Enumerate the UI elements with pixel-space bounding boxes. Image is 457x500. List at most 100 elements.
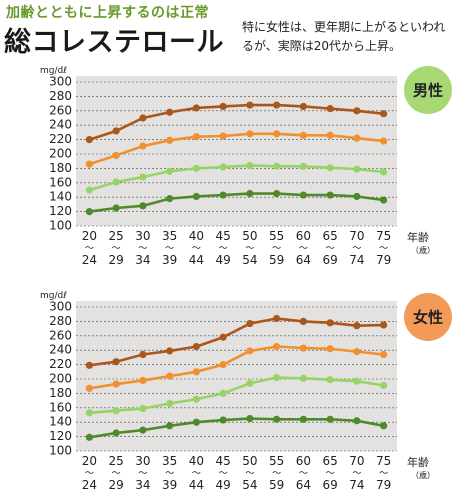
data-point — [166, 195, 174, 203]
series-line-4 — [89, 417, 384, 439]
series-line-2 — [88, 132, 384, 166]
data-point — [219, 333, 227, 341]
data-point — [219, 416, 227, 424]
x-tick-label: 65 — [322, 229, 337, 243]
x-tick-label: 49 — [215, 478, 230, 492]
data-point — [326, 376, 334, 384]
x-tick-label: 25 — [108, 454, 123, 468]
data-point — [112, 151, 120, 160]
data-point — [353, 417, 361, 425]
x-tick-separator: 〜 — [85, 469, 94, 479]
y-unit-label: mg/dℓ — [40, 66, 67, 76]
x-tick-label: 49 — [215, 253, 230, 267]
x-tick-separator: 〜 — [138, 469, 147, 479]
data-point — [219, 389, 227, 397]
x-tick-label: 50 — [242, 454, 257, 468]
data-point — [353, 134, 361, 142]
data-point — [380, 168, 388, 176]
x-tick-label: 79 — [376, 478, 391, 492]
x-tick-label: 74 — [349, 253, 364, 267]
data-point — [139, 142, 147, 150]
data-point — [219, 102, 227, 111]
data-point — [166, 108, 174, 116]
x-tick-label: 39 — [162, 478, 177, 492]
x-tick-label: 70 — [349, 229, 364, 243]
series-line-2 — [89, 345, 384, 390]
y-tick-label: 140 — [49, 415, 72, 429]
data-point — [85, 409, 93, 417]
x-axis-unit: （歳） — [411, 470, 435, 480]
data-point — [246, 130, 254, 138]
data-point — [139, 173, 147, 181]
data-point — [246, 347, 254, 355]
data-point — [246, 101, 254, 109]
x-tick-label: 75 — [376, 454, 391, 468]
y-tick-label: 300 — [49, 75, 72, 89]
series-line-3 — [89, 164, 384, 192]
data-point — [192, 104, 200, 112]
data-point — [166, 422, 174, 430]
x-tick-separator: 〜 — [379, 244, 388, 254]
x-tick-label: 54 — [242, 478, 257, 492]
data-point — [299, 317, 307, 325]
data-point — [273, 343, 281, 351]
data-point — [326, 345, 334, 353]
x-tick-separator: 〜 — [299, 244, 308, 254]
badge-label: 男性 — [413, 82, 443, 100]
x-tick-separator: 〜 — [326, 469, 335, 479]
plot-area — [76, 301, 397, 451]
x-tick-label: 24 — [82, 253, 97, 267]
data-point — [192, 368, 200, 376]
x-tick-label: 45 — [215, 454, 230, 468]
x-tick-label: 50 — [242, 229, 257, 243]
x-axis-label: 年齢 — [407, 230, 429, 244]
y-tick-label: 140 — [49, 190, 72, 204]
data-point — [166, 399, 174, 408]
y-tick-label: 240 — [49, 118, 72, 132]
x-tick-label: 79 — [376, 253, 391, 267]
data-point — [353, 107, 361, 115]
y-tick-label: 240 — [49, 343, 72, 357]
x-tick-label: 55 — [269, 229, 284, 243]
data-point — [139, 426, 147, 434]
subtitle: 加齢とともに上昇するのは正常 — [6, 5, 209, 21]
x-tick-label: 64 — [296, 253, 311, 267]
data-point — [273, 101, 281, 109]
x-tick-separator: 〜 — [352, 469, 361, 479]
x-tick-label: 45 — [215, 229, 230, 243]
data-point — [326, 415, 334, 423]
y-tick-label: 120 — [49, 204, 72, 218]
x-tick-label: 29 — [108, 253, 123, 267]
x-tick-label: 54 — [242, 253, 257, 267]
data-point — [380, 350, 388, 359]
x-tick-label: 65 — [322, 454, 337, 468]
data-point — [219, 191, 227, 199]
data-point — [273, 373, 281, 382]
x-tick-separator: 〜 — [219, 469, 228, 479]
x-tick-separator: 〜 — [192, 469, 201, 479]
data-point — [192, 133, 200, 141]
chart-male: mg/dℓ 100 120 140 160 180 200 220 240 260 280 300 20… — [0, 58, 457, 273]
data-point — [326, 319, 334, 327]
data-point — [353, 192, 361, 201]
data-point — [353, 377, 361, 385]
x-tick-separator: 〜 — [165, 469, 174, 479]
y-tick-label: 200 — [49, 147, 72, 161]
data-point — [299, 374, 307, 382]
data-point — [112, 204, 120, 212]
data-point — [139, 350, 147, 359]
x-tick-separator: 〜 — [352, 244, 361, 254]
data-point — [380, 321, 388, 329]
data-point — [219, 132, 227, 140]
x-tick-separator: 〜 — [112, 469, 121, 479]
y-tick-label: 160 — [49, 175, 72, 189]
data-point — [112, 178, 120, 186]
badge-label: 女性 — [413, 309, 443, 327]
data-point — [380, 381, 388, 390]
y-tick-label: 280 — [49, 89, 72, 103]
data-point — [166, 136, 174, 144]
y-tick-label: 300 — [49, 300, 72, 314]
note-text: 特に女性は、更年期に上がるといわれるが、実際は20代から上昇。 — [242, 20, 446, 53]
x-axis-label: 年齢 — [407, 455, 429, 469]
